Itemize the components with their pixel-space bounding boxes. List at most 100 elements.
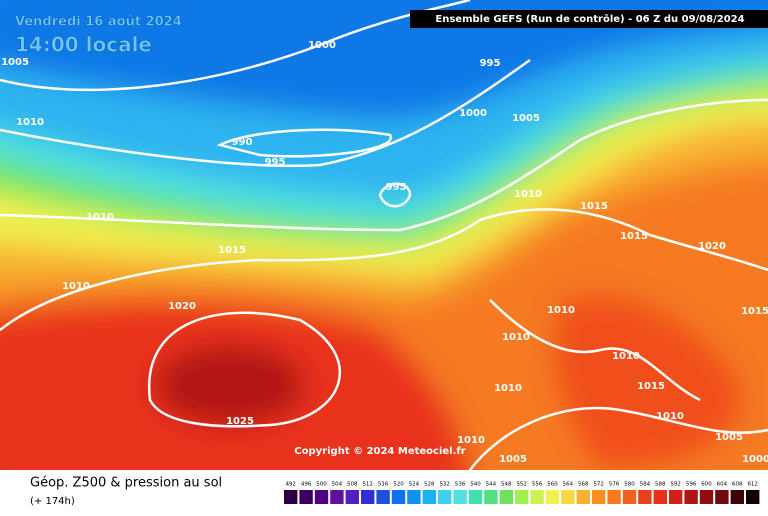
- run-info: Ensemble GEFS (Run de contrôle) - 06 Z d…: [435, 13, 744, 25]
- legend-label: 608: [732, 482, 743, 488]
- isobar: [0, 208, 768, 331]
- legend-swatch: [576, 490, 590, 504]
- legend-label: 592: [670, 482, 681, 488]
- legend-label: 496: [301, 482, 312, 488]
- isobar: [0, 98, 768, 232]
- legend-label: 572: [593, 482, 604, 488]
- isobar-label: 1015: [637, 381, 665, 392]
- isobar: [378, 182, 412, 208]
- legend-label: 508: [347, 482, 358, 488]
- isobar-label: 995: [265, 157, 286, 168]
- legend-label: 596: [686, 482, 697, 488]
- isobar: [147, 311, 342, 428]
- legend-label: 568: [578, 482, 589, 488]
- legend-label: 548: [501, 482, 512, 488]
- field: [0, 0, 768, 500]
- isobar-label: 1020: [698, 241, 726, 252]
- isobar-label: 1010: [656, 411, 684, 422]
- isobar-label: 1005: [512, 113, 540, 124]
- isobar-label: 990: [232, 137, 253, 148]
- isobar-label: 1025: [226, 416, 254, 427]
- legend-swatch: [607, 490, 621, 504]
- legend-swatch: [592, 490, 606, 504]
- isobar-label: 1015: [741, 306, 768, 317]
- isobar-label: 1010: [502, 332, 530, 343]
- legend-swatch: [361, 490, 375, 504]
- legend-swatch: [422, 490, 436, 504]
- legend-label: 500: [316, 482, 327, 488]
- legend-label: 576: [609, 482, 620, 488]
- legend-swatch: [545, 490, 560, 504]
- legend-label: 604: [717, 482, 728, 488]
- legend-label: 552: [516, 482, 527, 488]
- legend-label: 612: [747, 482, 758, 488]
- legend-swatch: [669, 490, 683, 504]
- legend-label: 492: [285, 482, 296, 488]
- isobar-label: 1005: [1, 57, 29, 68]
- field-band: [155, 345, 305, 425]
- legend-swatch: [561, 490, 575, 504]
- legend-swatch: [345, 490, 359, 504]
- isobar-label: 1005: [499, 454, 527, 465]
- legend-swatch: [484, 490, 498, 504]
- isobar-label: 995: [386, 182, 407, 193]
- legend-swatch: [391, 490, 406, 504]
- legend-label: 584: [640, 482, 651, 488]
- isobar-label: 1010: [514, 189, 542, 200]
- isobar-label: 1010: [547, 305, 575, 316]
- legend-label: 588: [655, 482, 666, 488]
- legend-label: 516: [378, 482, 389, 488]
- isobar: [216, 128, 393, 158]
- legend-label: 532: [439, 482, 450, 488]
- legend-label: 544: [486, 482, 497, 488]
- isobar-label: 1000: [459, 108, 487, 119]
- isobar-label: 1015: [580, 201, 608, 212]
- legend-swatch: [407, 490, 421, 504]
- isobar-label: 1010: [86, 212, 114, 223]
- legend-label: 536: [455, 482, 466, 488]
- isobar-label: 1010: [612, 351, 640, 362]
- isobar-label: 1010: [457, 435, 485, 446]
- time: 14:00 locale: [15, 33, 152, 57]
- legend-swatch: [299, 490, 313, 504]
- legend-swatch: [314, 490, 329, 504]
- legend-swatch: [699, 490, 714, 504]
- legend-swatch: [499, 490, 513, 504]
- legend-swatch: [730, 490, 744, 504]
- copyright: Copyright © 2024 Meteociel.fr: [294, 446, 465, 457]
- isobar-label: 1020: [168, 301, 196, 312]
- legend-swatch: [746, 490, 760, 504]
- legend-swatch: [438, 490, 452, 504]
- legend-swatch: [653, 490, 667, 504]
- isobar-label: 1015: [218, 245, 246, 256]
- legend-swatch: [453, 490, 467, 504]
- legend-swatch: [468, 490, 483, 504]
- legend-swatch: [622, 490, 637, 504]
- legend-swatch: [684, 490, 698, 504]
- isobar-label: 1010: [16, 117, 44, 128]
- legend-label: 540: [470, 482, 481, 488]
- legend-label: 600: [701, 482, 712, 488]
- isobar-label: 1000: [308, 40, 336, 51]
- legend-swatch: [715, 490, 729, 504]
- isobar-label: 1015: [620, 231, 648, 242]
- legend-label: 564: [563, 482, 574, 488]
- legend-label: 512: [362, 482, 373, 488]
- isobar-label: 995: [480, 58, 501, 69]
- isobars: [0, 0, 768, 470]
- footer-lead: (+ 174h): [30, 496, 75, 507]
- isobar: [489, 299, 701, 402]
- legend-swatch: [284, 490, 298, 504]
- footer-title: Géop. Z500 & pression au sol: [30, 476, 222, 491]
- isobar-label: 1005: [715, 432, 743, 443]
- legend-label: 556: [532, 482, 543, 488]
- legend-label: 528: [424, 482, 435, 488]
- legend-swatch: [638, 490, 652, 504]
- isobar-label: 1000: [742, 454, 768, 465]
- legend-swatch: [376, 490, 390, 504]
- date: Vendredi 16 août 2024: [15, 15, 182, 30]
- legend-label: 524: [409, 482, 420, 488]
- legend-swatch: [330, 490, 344, 504]
- legend-swatch: [515, 490, 529, 504]
